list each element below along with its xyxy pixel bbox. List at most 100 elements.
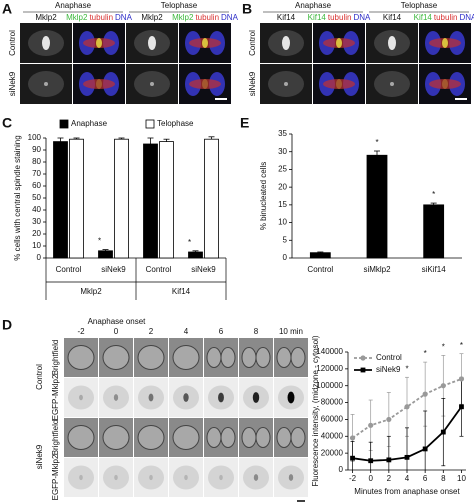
midzone-stain — [388, 36, 396, 50]
motor-stain — [336, 79, 342, 89]
point — [386, 457, 392, 463]
time-label: 4 — [184, 327, 189, 336]
x-tick-label: 2 — [387, 474, 392, 483]
y-tick-label: 25 — [278, 165, 287, 174]
motor-stain — [96, 38, 102, 48]
time-label: 8 — [254, 327, 259, 336]
legend-swatch — [145, 119, 155, 129]
motor-stain — [202, 79, 208, 89]
cell — [220, 347, 236, 368]
y-axis-label: % binucleated cells — [259, 162, 268, 230]
midzone-signal — [113, 394, 119, 401]
point — [440, 383, 446, 389]
y-tick-label: 140000 — [316, 347, 343, 356]
group-label: Kif14 — [172, 287, 191, 296]
channel-name: Mklp2 — [172, 13, 194, 22]
y-tick-label: 50 — [32, 193, 41, 202]
y-tick-label: 5 — [283, 235, 288, 244]
midzone-stain — [148, 36, 156, 50]
cell — [255, 427, 271, 448]
channel-label: Brightfield — [51, 340, 60, 376]
legend-label: Telophase — [157, 119, 194, 128]
x-tick-label: 6 — [423, 474, 428, 483]
column-header: Anaphase — [55, 1, 92, 10]
row-label: Control — [248, 30, 257, 56]
channel-name: tubulin — [328, 13, 352, 22]
channel-name: DNA — [115, 13, 133, 22]
time-label: -2 — [77, 327, 85, 336]
cell-signal — [208, 465, 234, 490]
y-tick-label: 30 — [278, 147, 287, 156]
column-subheader: Mklp2 — [141, 13, 163, 22]
cell — [102, 425, 130, 450]
midzone-stain — [390, 82, 394, 86]
row-label: siNek9 — [248, 71, 257, 96]
y-tick-label: 70 — [32, 169, 41, 178]
cell — [172, 345, 200, 370]
y-tick-label: 120000 — [316, 364, 343, 373]
x-tick-label: Control — [307, 265, 333, 274]
motor-stain — [442, 38, 448, 48]
significance: * — [442, 342, 445, 351]
x-tick-label: 8 — [441, 474, 446, 483]
cell-signal — [138, 385, 164, 410]
column-subheader: Kif14 — [383, 13, 402, 22]
cell — [220, 427, 236, 448]
y-tick-label: 60000 — [321, 415, 344, 424]
channel-label: Kif14 tubulin DNA — [414, 13, 474, 22]
point — [349, 435, 356, 441]
midzone-stain — [44, 82, 48, 86]
bar — [98, 250, 113, 259]
legend-swatch — [59, 119, 69, 129]
y-tick-label: 40000 — [321, 431, 344, 440]
significance: * — [460, 341, 463, 350]
significance: * — [432, 190, 435, 199]
y-tick-label: 20000 — [321, 448, 344, 457]
y-tick-label: 80 — [32, 157, 41, 166]
panel-label: A — [2, 1, 12, 17]
significance: * — [405, 364, 408, 373]
motor-stain — [96, 79, 102, 89]
midzone-signal — [252, 392, 260, 403]
cell — [102, 345, 130, 370]
y-axis-label: % cells with central spindle staining — [13, 135, 22, 260]
x-tick-label: 4 — [405, 474, 410, 483]
bar — [114, 138, 129, 259]
channel-label: Mklp2 tubulin DNA — [172, 13, 238, 22]
y-tick-label: 10 — [32, 241, 41, 250]
y-tick-label: 10 — [278, 218, 287, 227]
midzone-signal — [79, 474, 83, 481]
column-header: Telophase — [161, 1, 198, 10]
y-tick-label: 30 — [32, 217, 41, 226]
midzone-signal — [287, 391, 295, 404]
motor-stain — [336, 38, 342, 48]
cell — [241, 427, 257, 448]
y-tick-label: 100000 — [316, 381, 343, 390]
channel-label: EGFP-Mklp2 — [51, 374, 60, 420]
column-header: Anaphase — [295, 1, 332, 10]
x-tick-label: Control — [56, 265, 82, 274]
x-tick-label: siNek9 — [191, 265, 216, 274]
cell — [290, 347, 306, 368]
cell-signal — [103, 385, 129, 410]
point — [368, 422, 374, 428]
bar — [143, 143, 158, 259]
channel-label: Kif14 tubulin DNA — [308, 13, 371, 22]
midzone-stain — [150, 82, 154, 86]
y-tick-label: 0 — [37, 253, 42, 262]
panel-label: B — [242, 1, 252, 17]
time-label: 10 min — [279, 327, 303, 336]
significance: * — [424, 349, 427, 358]
channel-name: DNA — [353, 13, 371, 22]
point — [422, 391, 428, 397]
point — [440, 429, 446, 435]
cell — [206, 427, 222, 448]
y-tick-label: 80000 — [321, 398, 344, 407]
x-tick-label: siMklp2 — [363, 265, 391, 274]
time-label: 2 — [149, 327, 154, 336]
group-label: Mklp2 — [80, 287, 102, 296]
y-tick-label: 35 — [278, 129, 287, 138]
motor-stain — [202, 38, 208, 48]
point — [386, 416, 392, 423]
